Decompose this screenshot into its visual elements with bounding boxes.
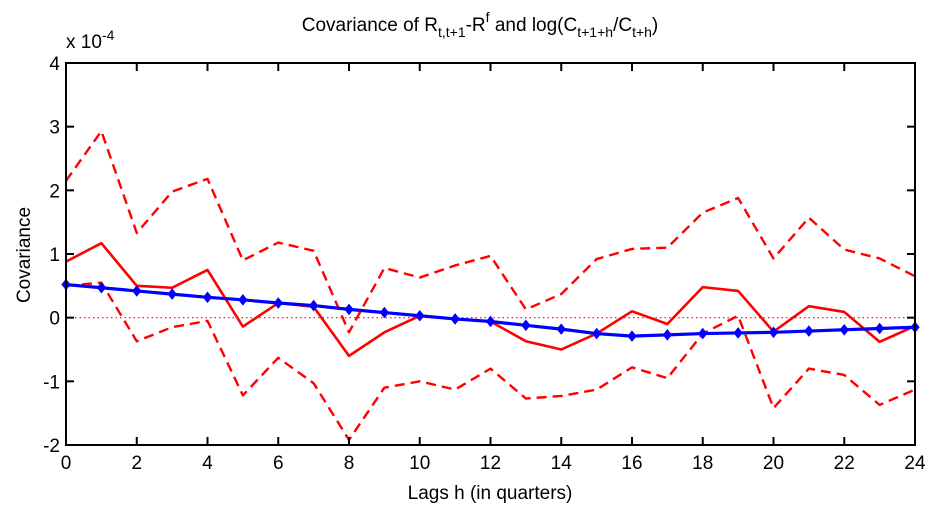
- y-tick-label: -1: [43, 372, 60, 393]
- x-tick-label: 20: [763, 453, 784, 474]
- series-3-marker: [662, 329, 673, 341]
- x-tick-label: 10: [409, 453, 430, 474]
- exponent-base: x 10: [66, 32, 102, 53]
- x-tick-label: 8: [344, 453, 355, 474]
- series-3-marker: [627, 330, 637, 342]
- title-mid1: -R: [466, 15, 486, 36]
- x-axis-label: Lags h (in quarters): [408, 483, 573, 504]
- x-tick-label: 14: [551, 453, 573, 474]
- y-tick-label: 0: [49, 309, 60, 330]
- title-prefix: Covariance of R: [302, 15, 438, 36]
- series-3-marker: [344, 303, 354, 316]
- x-tick-label: 0: [61, 453, 72, 474]
- x-tick-label: 4: [202, 453, 213, 474]
- y-axis-label: Covariance: [14, 207, 35, 303]
- series-3-marker: [132, 285, 142, 297]
- title-suffix: ): [652, 15, 658, 36]
- y-exponent-label: x 10-4: [66, 27, 115, 53]
- series-3-marker: [308, 299, 319, 312]
- series-3-marker: [733, 327, 743, 339]
- series-3-marker: [839, 323, 849, 336]
- chart-title: Covariance of Rt,t+1-Rf and log(Ct+1+h/C…: [302, 9, 659, 40]
- series-3-marker: [450, 313, 460, 325]
- series-3-marker: [804, 325, 814, 337]
- y-tick-label: 2: [49, 181, 60, 202]
- title-sup1: f: [486, 9, 490, 25]
- y-tick-label: 1: [49, 245, 60, 266]
- y-tick-label: 3: [49, 118, 60, 139]
- series-3-marker: [379, 306, 390, 319]
- series-3-marker: [768, 326, 779, 339]
- series-3-marker: [415, 309, 425, 322]
- y-tick-label: -2: [43, 436, 60, 457]
- x-tick-label: 22: [834, 453, 855, 474]
- exponent-power: -4: [102, 27, 115, 43]
- title-sub3: t+h: [632, 24, 652, 40]
- plot-area: [61, 129, 920, 442]
- title-sub1: t,t+1: [438, 24, 466, 40]
- series-3-marker: [202, 291, 213, 304]
- series-3-marker: [238, 294, 248, 306]
- series-3-marker: [273, 297, 283, 309]
- series-line-2: [65, 281, 916, 442]
- x-tick-label: 16: [621, 453, 642, 474]
- series-3-marker: [591, 327, 602, 340]
- x-tick-label: 6: [273, 453, 284, 474]
- series-3-marker: [521, 319, 531, 332]
- series-3-marker: [556, 323, 566, 335]
- title-sub2: t+1+h: [577, 24, 613, 40]
- axes-box: [65, 62, 916, 446]
- series-3-marker: [485, 315, 496, 328]
- series-3-marker: [96, 281, 107, 294]
- series-3-marker: [698, 327, 708, 340]
- title-mid2: and log(C: [490, 15, 578, 36]
- series-3-marker: [167, 288, 177, 300]
- series-3-marker: [874, 322, 885, 335]
- y-tick-label: 4: [49, 54, 60, 75]
- x-tick-label: 12: [480, 453, 501, 474]
- x-tick-label: 2: [131, 453, 142, 474]
- x-tick-label: 24: [904, 453, 926, 474]
- title-mid3: /C: [613, 15, 632, 36]
- x-tick-label: 18: [692, 453, 713, 474]
- series-line-1: [65, 129, 916, 334]
